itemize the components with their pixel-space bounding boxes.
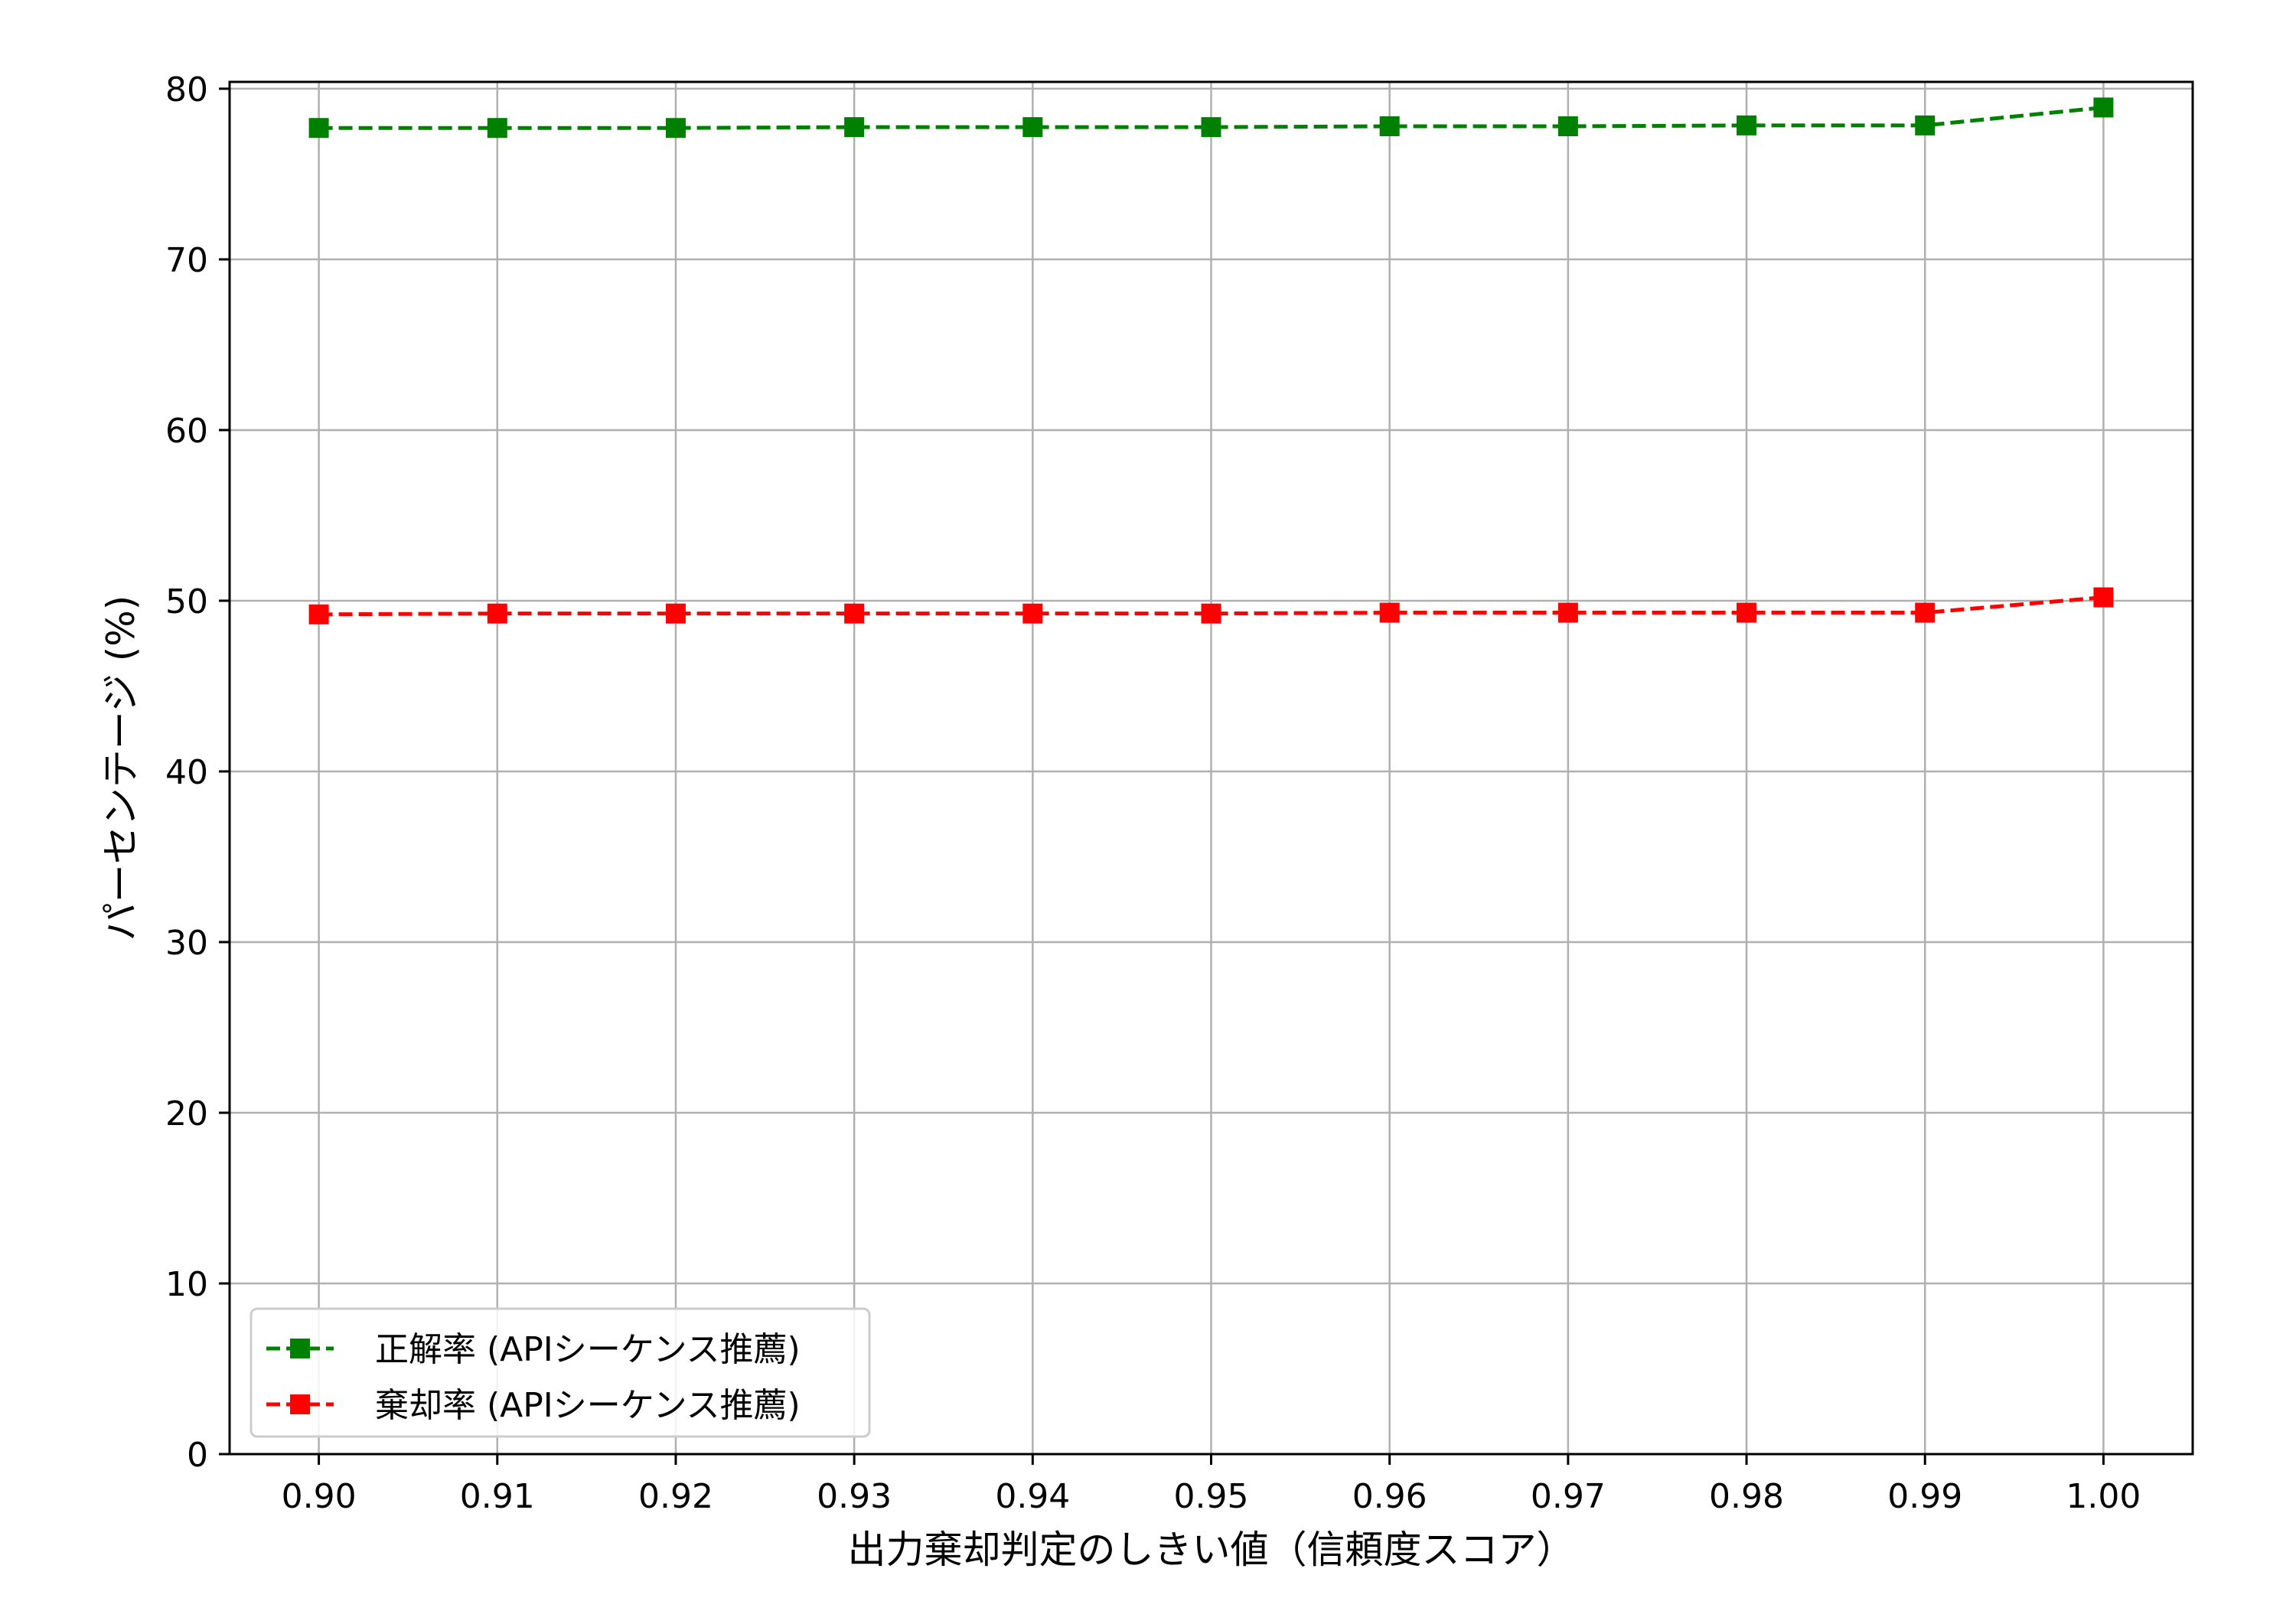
data-point xyxy=(1379,116,1400,136)
legend-marker xyxy=(290,1394,310,1414)
legend-item: 棄却率 (APIシーケンス推薦) xyxy=(266,1386,801,1425)
y-tick-label: 10 xyxy=(165,1265,208,1304)
y-tick-label: 20 xyxy=(165,1094,208,1133)
y-tick-label: 80 xyxy=(165,70,208,109)
y-axis: 0 10 20 30 40 50 60 70 80 xyxy=(165,70,230,1475)
data-point xyxy=(1201,603,1221,624)
data-point xyxy=(1915,602,1936,623)
data-point xyxy=(844,117,865,138)
x-axis: 0.90 0.91 0.92 0.93 0.94 0.95 0.96 0.97 0.98 0.99… xyxy=(282,1454,2141,1516)
data-point xyxy=(308,118,329,139)
x-tick-label: 0.90 xyxy=(282,1477,357,1516)
x-tick-label: 0.97 xyxy=(1531,1477,1606,1516)
data-point xyxy=(665,118,686,139)
legend-item: 正解率 (APIシーケンス推薦) xyxy=(266,1330,801,1369)
data-point xyxy=(487,118,507,139)
legend-marker xyxy=(290,1339,310,1358)
data-point xyxy=(1737,115,1757,135)
data-point xyxy=(1557,602,1578,623)
y-tick-label: 70 xyxy=(165,241,208,280)
y-tick-label: 0 xyxy=(187,1436,208,1475)
data-point xyxy=(1022,117,1043,138)
series-2 xyxy=(308,587,2114,625)
y-tick-label: 50 xyxy=(165,582,208,621)
x-tick-label: 0.95 xyxy=(1174,1477,1249,1516)
legend: 正解率 (APIシーケンス推薦) 棄却率 (APIシーケンス推薦) xyxy=(249,1307,871,1438)
y-axis-title: パーセンテージ (%) xyxy=(99,595,143,941)
x-tick-label: 0.94 xyxy=(995,1477,1070,1516)
legend-label: 棄却率 (APIシーケンス推薦) xyxy=(375,1386,801,1425)
data-point xyxy=(487,603,507,624)
series-1 xyxy=(308,97,2114,139)
data-point xyxy=(1379,602,1400,623)
data-point xyxy=(1737,602,1757,623)
data-point xyxy=(844,603,865,624)
data-point xyxy=(665,603,686,624)
x-tick-label: 0.96 xyxy=(1352,1477,1427,1516)
data-point xyxy=(1201,117,1221,138)
x-tick-label: 1.00 xyxy=(2066,1477,2141,1516)
x-axis-title: 出力棄却判定のしきい値（信頼度スコア） xyxy=(848,1528,1575,1572)
data-point xyxy=(2093,587,2114,608)
data-point xyxy=(1557,116,1578,136)
legend-label: 正解率 (APIシーケンス推薦) xyxy=(375,1330,801,1369)
y-tick-label: 60 xyxy=(165,412,208,451)
data-point xyxy=(308,604,329,625)
data-point xyxy=(1022,603,1043,624)
x-tick-label: 0.98 xyxy=(1709,1477,1784,1516)
data-point xyxy=(1915,115,1936,135)
series-layer xyxy=(308,97,2114,625)
y-tick-label: 30 xyxy=(165,924,208,963)
x-tick-label: 0.92 xyxy=(638,1477,713,1516)
x-tick-label: 0.91 xyxy=(460,1477,535,1516)
data-point xyxy=(2093,97,2114,118)
y-tick-label: 40 xyxy=(165,753,208,792)
x-tick-label: 0.93 xyxy=(817,1477,892,1516)
legend-box xyxy=(249,1307,871,1438)
x-tick-label: 0.99 xyxy=(1887,1477,1962,1516)
grid-lines xyxy=(230,82,2193,1456)
